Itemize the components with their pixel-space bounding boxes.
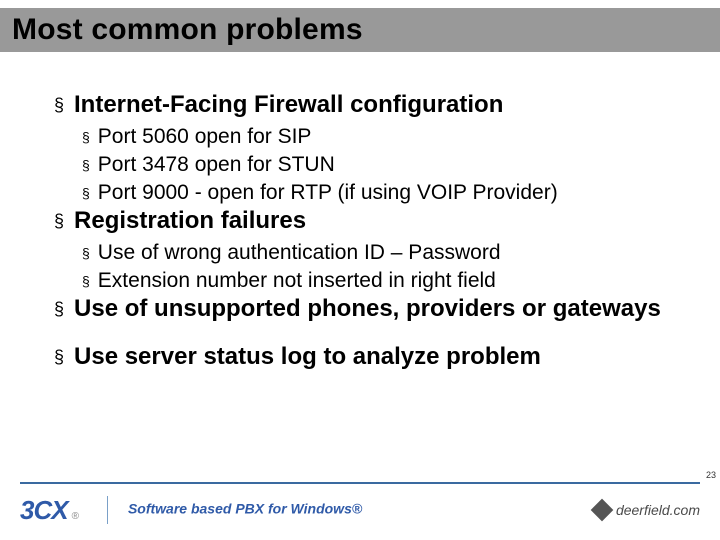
footer-divider — [20, 482, 700, 484]
title-bar: Most common problems — [0, 8, 720, 52]
list-item: § Port 3478 open for STUN — [82, 152, 674, 178]
list-item: § Use of wrong authentication ID – Passw… — [82, 240, 674, 266]
list-item-text: Extension number not inserted in right f… — [98, 268, 496, 294]
bullet-icon: § — [82, 268, 90, 294]
list-item: § Extension number not inserted in right… — [82, 268, 674, 294]
footer-tagline: Software based PBX for Windows® — [107, 496, 362, 524]
bullet-icon: § — [82, 152, 90, 178]
bullet-icon: § — [82, 180, 90, 206]
section-heading: Registration failures — [74, 206, 306, 236]
bullet-icon: § — [82, 124, 90, 150]
content-area: § Internet-Facing Firewall configuration… — [54, 90, 674, 372]
section-3: § Use of unsupported phones, providers o… — [54, 294, 674, 324]
partner-text: deerfield.com — [616, 502, 700, 518]
logo-3cx: 3CX ® — [20, 495, 79, 526]
list-item-text: Port 3478 open for STUN — [98, 152, 335, 178]
bullet-icon: § — [54, 206, 64, 236]
section-2: § Registration failures — [54, 206, 674, 236]
separator-icon — [107, 496, 108, 524]
diamond-icon — [591, 499, 614, 522]
list-item-text: Use of wrong authentication ID – Passwor… — [98, 240, 501, 266]
page-number: 23 — [706, 470, 716, 480]
logo-registered: ® — [72, 511, 79, 522]
list-item-text: Port 9000 - open for RTP (if using VOIP … — [98, 180, 558, 206]
section-heading: Use server status log to analyze problem — [74, 342, 541, 372]
bullet-icon: § — [54, 342, 64, 372]
section-heading: Internet-Facing Firewall configuration — [74, 90, 503, 120]
section-4: § Use server status log to analyze probl… — [54, 342, 674, 372]
logo-text: 3CX — [20, 495, 68, 526]
slide: Most common problems § Internet-Facing F… — [0, 0, 720, 540]
list-item: § Port 9000 - open for RTP (if using VOI… — [82, 180, 674, 206]
footer: 3CX ® Software based PBX for Windows® de… — [20, 488, 700, 532]
tagline-text: Software based PBX for Windows® — [128, 501, 362, 517]
slide-title: Most common problems — [12, 13, 363, 47]
bullet-icon: § — [82, 240, 90, 266]
list-item-text: Port 5060 open for SIP — [98, 124, 312, 150]
section-1-items: § Port 5060 open for SIP § Port 3478 ope… — [82, 124, 674, 206]
section-1: § Internet-Facing Firewall configuration — [54, 90, 674, 120]
section-2-items: § Use of wrong authentication ID – Passw… — [82, 240, 674, 294]
bullet-icon: § — [54, 90, 64, 120]
bullet-icon: § — [54, 294, 64, 324]
list-item: § Port 5060 open for SIP — [82, 124, 674, 150]
partner-logo: deerfield.com — [594, 502, 700, 518]
section-heading: Use of unsupported phones, providers or … — [74, 294, 661, 324]
